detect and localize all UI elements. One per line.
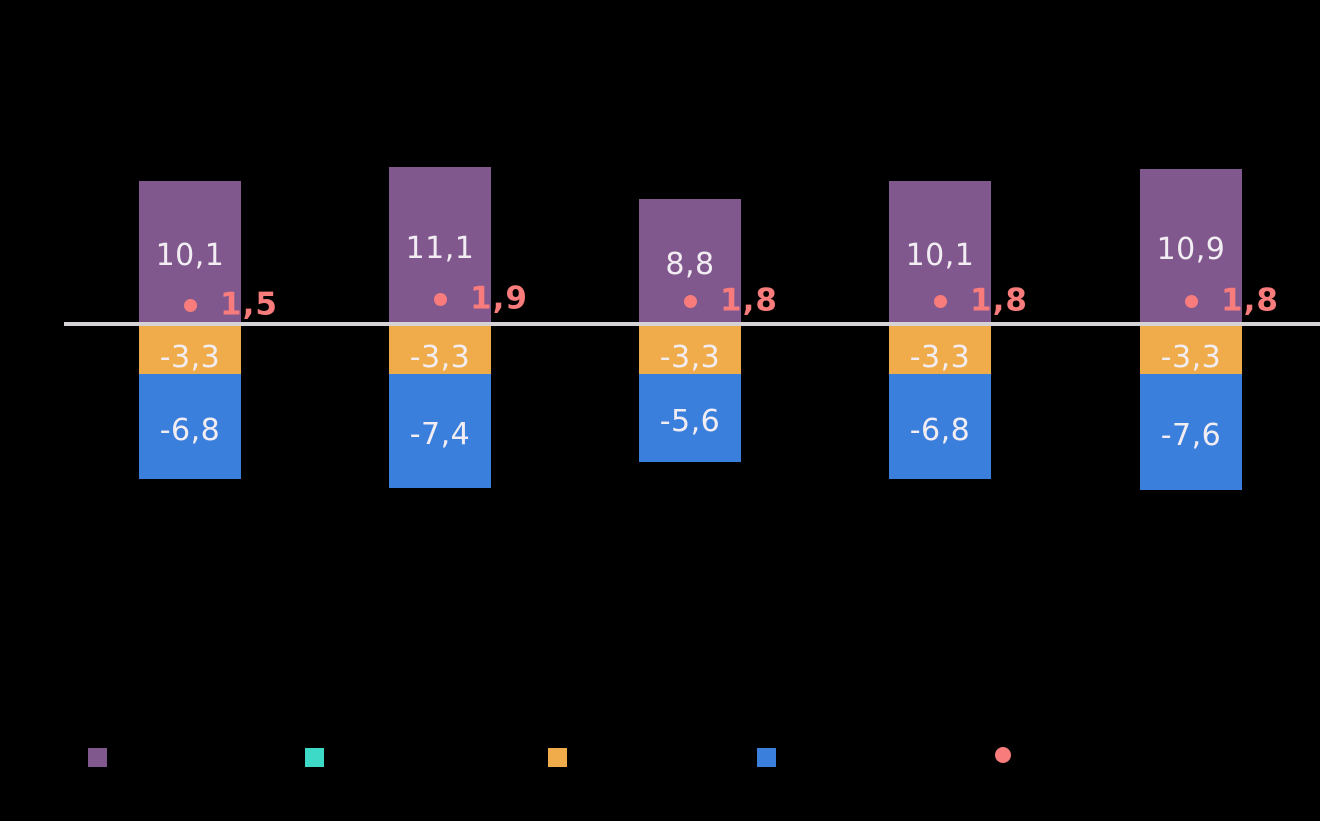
bar-segment-purple: 11,1 bbox=[389, 167, 491, 328]
legend-marker-circle-4 bbox=[995, 747, 1011, 763]
legend-marker-square-3 bbox=[757, 748, 776, 767]
dot-marker bbox=[683, 294, 697, 308]
dot-value-label: 1,9 bbox=[470, 280, 528, 317]
bar-segment-blue: -7,6 bbox=[1140, 374, 1242, 490]
bar-segment-orange: -3,3 bbox=[1140, 326, 1242, 381]
bar-segment-purple: 10,1 bbox=[889, 181, 991, 328]
bar-segment-orange: -3,3 bbox=[389, 326, 491, 381]
dot-marker bbox=[183, 298, 197, 312]
dot-value-label: 1,5 bbox=[220, 286, 278, 323]
bar-segment-blue: -6,8 bbox=[889, 374, 991, 479]
bar-segment-orange: -3,3 bbox=[889, 326, 991, 381]
legend-marker-square-1 bbox=[305, 748, 324, 767]
dot-marker bbox=[1184, 294, 1198, 308]
bar-segment-orange: -3,3 bbox=[139, 326, 241, 381]
bar-segment-blue: -6,8 bbox=[139, 374, 241, 479]
legend-marker-square-0 bbox=[88, 748, 107, 767]
dot-value-label: 1,8 bbox=[720, 282, 778, 319]
legend-marker-square-2 bbox=[548, 748, 567, 767]
dot-marker bbox=[433, 292, 447, 306]
zero-axis-line bbox=[64, 322, 1320, 326]
bar-segment-blue: -7,4 bbox=[389, 374, 491, 488]
dot-marker bbox=[933, 294, 947, 308]
dot-value-label: 1,8 bbox=[970, 282, 1028, 319]
dot-value-label: 1,8 bbox=[1221, 282, 1279, 319]
bar-segment-blue: -5,6 bbox=[639, 374, 741, 462]
bar-segment-orange: -3,3 bbox=[639, 326, 741, 381]
